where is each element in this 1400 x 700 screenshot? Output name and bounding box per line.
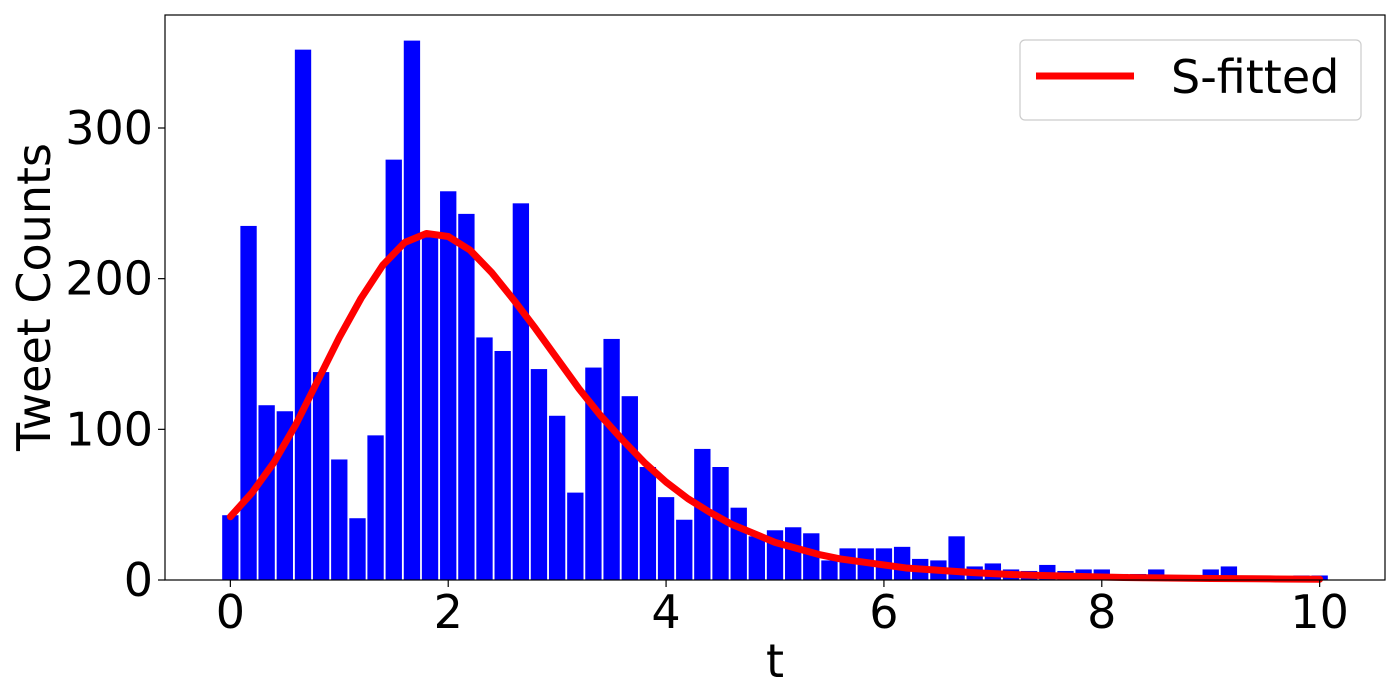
- histogram-bar: [512, 203, 530, 580]
- series-line-s-fitted: [226, 229, 1324, 583]
- x-tick-label: 4: [651, 585, 680, 639]
- x-axis-label: t: [766, 634, 784, 688]
- histogram-bar: [676, 519, 693, 580]
- bars-layer: [222, 40, 1328, 581]
- histogram-bar: [621, 396, 638, 580]
- legend: S-fitted: [1019, 39, 1362, 121]
- y-tick-label: 0: [124, 553, 153, 607]
- x-tick-label: 2: [434, 585, 463, 639]
- histogram-bar: [694, 448, 711, 580]
- histogram-bar: [803, 533, 820, 580]
- histogram-bar: [893, 546, 911, 580]
- histogram-bar: [385, 159, 402, 580]
- x-tick-label: 0: [216, 585, 245, 639]
- histogram-bar: [476, 337, 493, 580]
- y-tick-label: 200: [65, 252, 153, 306]
- legend-box: [1019, 39, 1362, 121]
- x-tick-label: 8: [1087, 585, 1116, 639]
- histogram-bar: [349, 518, 366, 580]
- histogram-bar: [785, 527, 802, 580]
- histogram-bar: [331, 459, 348, 580]
- histogram-bar: [585, 367, 602, 580]
- y-tick-label: 300: [65, 101, 153, 155]
- histogram-bar: [403, 40, 421, 581]
- x-tick-label: 6: [869, 585, 898, 639]
- histogram-bar: [530, 369, 548, 580]
- histogram-bar: [657, 497, 675, 580]
- histogram-bar: [312, 372, 330, 580]
- histogram-bar: [421, 234, 439, 580]
- histogram-bar: [603, 338, 620, 580]
- axes-frame: [164, 14, 1386, 581]
- histogram-bar: [258, 405, 275, 580]
- histogram-bar: [222, 515, 239, 580]
- x-tick-label: 10: [1290, 585, 1349, 639]
- histogram-bar: [748, 536, 765, 580]
- line-layer: [226, 229, 1324, 583]
- histogram-bar: [458, 213, 475, 580]
- legend-label: S-fitted: [1171, 50, 1339, 104]
- histogram-bar: [548, 415, 566, 580]
- histogram-bar: [1202, 569, 1219, 580]
- histogram-bar: [567, 492, 584, 580]
- histogram-bar: [821, 560, 838, 580]
- y-axis-label: Tweet Counts: [7, 143, 61, 452]
- y-tick-label: 100: [65, 402, 153, 456]
- histogram-bar: [294, 49, 312, 580]
- histogram-bar: [440, 191, 457, 580]
- histogram-bar: [639, 467, 657, 580]
- histogram-bar: [730, 507, 747, 580]
- histogram-bar: [494, 350, 511, 580]
- histogram-bar: [240, 225, 257, 580]
- histogram-bar: [712, 467, 729, 580]
- histogram-bar: [367, 435, 384, 580]
